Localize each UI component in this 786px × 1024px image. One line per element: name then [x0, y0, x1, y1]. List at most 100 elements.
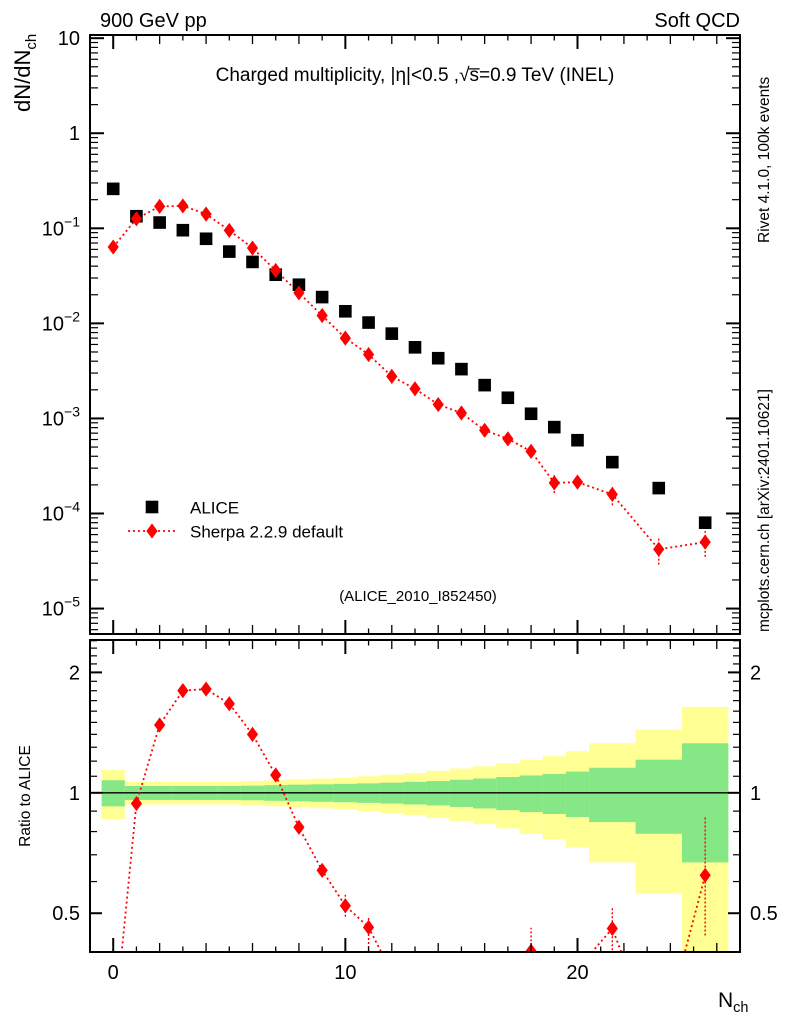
- sherpa-data-point: [386, 368, 398, 384]
- sherpa-ratio-point: [246, 726, 259, 742]
- mcplots-credit-label: mcplots.cern.ch [arXiv:2401.10621]: [756, 389, 773, 632]
- x-tick-label: 20: [566, 962, 588, 984]
- sherpa-data-point: [502, 431, 514, 447]
- sherpa-ratio-point: [223, 696, 235, 712]
- alice-data-point: [106, 182, 120, 196]
- alice-data-point: [652, 481, 666, 495]
- beam-label: 900 GeV pp: [100, 10, 207, 32]
- uncertainty-band-inner: [589, 767, 636, 823]
- alice-data-point: [292, 278, 306, 292]
- sherpa-ratio-point: [130, 795, 143, 812]
- y-tick-label: 10−1: [42, 213, 80, 240]
- sherpa-ratio-point: [177, 683, 189, 699]
- rivet-version-label: Rivet 4.1.0, 100k events: [756, 76, 773, 243]
- sherpa-data-point: [223, 222, 235, 239]
- sherpa-ratio-point: [154, 717, 166, 733]
- alice-data-point: [408, 341, 422, 354]
- x-tick-label: 10: [334, 962, 356, 984]
- sherpa-ratio-point: [699, 867, 711, 883]
- y-tick-label: 10: [58, 28, 80, 50]
- alice-data-point: [153, 216, 166, 229]
- uncertainty-band-inner: [519, 775, 543, 813]
- alice-data-point: [698, 516, 712, 530]
- sherpa-data-point: [293, 285, 305, 301]
- sherpa-ratio-point: [316, 862, 328, 878]
- sherpa-ratio-point: [339, 898, 351, 914]
- sherpa-ratio-point: [549, 1020, 560, 1024]
- main-panel-data: (ALICE_2010_I852450): [106, 182, 712, 605]
- ratio-y-axis-label: Ratio to ALICE: [17, 745, 34, 847]
- sherpa-ratio-point: [456, 970, 467, 985]
- sherpa-data-point: [455, 405, 468, 421]
- sherpa-data-point: [409, 381, 421, 397]
- uncertainty-band-inner: [635, 759, 682, 834]
- legend-sherpa-label: Sherpa 2.2.9 default: [190, 523, 343, 542]
- y-tick-label: 1: [69, 123, 80, 145]
- alice-data-point: [315, 290, 329, 304]
- sherpa-data-point: [479, 422, 491, 438]
- x-tick-label: 0: [108, 962, 119, 984]
- legend-alice-marker: [145, 500, 159, 514]
- ratio-panel-data: [90, 681, 740, 1024]
- ratio-tick-label-right: 0.5: [750, 903, 778, 925]
- sherpa-ratio-point: [606, 920, 618, 937]
- alice-data-point: [222, 245, 236, 258]
- sherpa-data-point: [200, 206, 212, 222]
- sherpa-ratio-point: [200, 681, 212, 697]
- alice-data-point: [606, 455, 619, 469]
- process-group-label: Soft QCD: [654, 10, 740, 32]
- legend-alice-label: ALICE: [190, 499, 239, 518]
- watermark: (ALICE_2010_I852450): [339, 588, 497, 605]
- uncertainty-band-inner: [542, 773, 566, 815]
- y-tick-label: 10−2: [42, 308, 80, 335]
- sherpa-data-point: [270, 262, 282, 279]
- y-axis-label: dN/dNch: [10, 34, 40, 112]
- sherpa-data-point: [177, 198, 189, 214]
- ratio-tick-label-right: 1: [750, 783, 761, 805]
- sherpa-data-point: [316, 307, 328, 324]
- sherpa-data-point: [339, 330, 351, 346]
- alice-data-point: [547, 420, 561, 434]
- alice-data-point: [339, 304, 352, 318]
- ratio-tick-label-left: 1: [69, 783, 80, 805]
- y-tick-label: 10−5: [42, 594, 80, 621]
- sherpa-data-point: [606, 486, 618, 502]
- sherpa-ratio-point: [502, 958, 513, 973]
- alice-data-point: [571, 433, 584, 447]
- sherpa-ratio-point: [433, 980, 444, 995]
- sherpa-ratio-point: [386, 965, 397, 980]
- alice-data-point: [362, 316, 375, 329]
- ratio-tick-label-left: 0.5: [52, 903, 80, 925]
- alice-data-point: [455, 362, 468, 376]
- plot-title: Charged multiplicity, |η|<0.5 ,√s̅=0.9 T…: [216, 65, 615, 86]
- legend: ALICE Sherpa 2.2.9 default: [128, 499, 343, 542]
- sherpa-data-point: [154, 198, 166, 214]
- legend-sherpa-marker: [146, 523, 158, 539]
- alice-data-point: [246, 255, 259, 269]
- sherpa-data-point: [432, 396, 444, 413]
- alice-data-point: [478, 378, 491, 392]
- sherpa-ratio-point: [270, 767, 282, 783]
- y-tick-label: 10−4: [42, 498, 80, 525]
- sherpa-data-point: [362, 346, 375, 363]
- uncertainty-band-inner: [565, 771, 590, 818]
- sherpa-ratio-point: [409, 960, 420, 975]
- sherpa-ratio-line: [120, 688, 707, 952]
- alice-data-point: [524, 407, 538, 421]
- uncertainty-band-inner: [496, 777, 520, 811]
- alice-data-point: [199, 232, 213, 246]
- alice-data-point: [385, 327, 399, 340]
- sherpa-data-point: [246, 240, 259, 256]
- sherpa-ratio-point: [479, 975, 490, 990]
- alice-data-point: [176, 223, 190, 237]
- uncertainty-band-inner: [681, 743, 729, 863]
- sherpa-data-point: [699, 534, 711, 550]
- sherpa-ratio-point: [293, 819, 305, 835]
- ratio-tick-label-left: 2: [69, 662, 80, 684]
- ratio-tick-label-right: 2: [750, 662, 761, 684]
- axes: [89, 34, 741, 953]
- labels: 900 GeV pp Soft QCD Charged multiplicity, …: [10, 10, 778, 1016]
- alice-data-point: [501, 391, 515, 405]
